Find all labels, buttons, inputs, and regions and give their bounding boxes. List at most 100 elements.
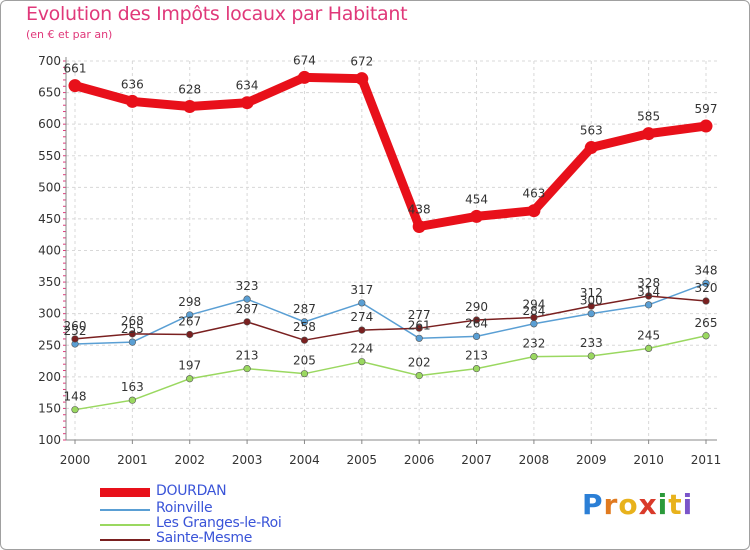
data-label: 245 — [637, 328, 660, 342]
data-label: 264 — [465, 316, 488, 330]
data-point — [186, 375, 194, 383]
y-tick-label: 500 — [38, 180, 61, 194]
data-label: 328 — [637, 276, 660, 290]
data-point — [300, 336, 309, 344]
data-point — [530, 320, 538, 328]
data-point — [358, 326, 366, 334]
data-label: 224 — [350, 342, 373, 356]
logo-letter: t — [668, 488, 683, 521]
data-label: 213 — [465, 349, 488, 363]
chart-subtitle: (en € et par an) — [26, 28, 113, 41]
data-label: 268 — [121, 314, 144, 328]
data-point — [472, 316, 481, 324]
data-label: 232 — [522, 337, 545, 351]
series-line-roinville — [74, 282, 707, 345]
data-label: 298 — [178, 295, 201, 309]
data-label: 674 — [293, 53, 316, 67]
y-tick-label: 100 — [38, 433, 61, 447]
data-point — [68, 79, 82, 93]
data-label: 202 — [408, 356, 431, 370]
data-point — [243, 295, 251, 303]
legend-swatch — [100, 524, 150, 526]
data-label: 287 — [236, 302, 259, 316]
x-tick-label: 2003 — [232, 453, 263, 467]
y-tick-label: 650 — [38, 86, 61, 100]
data-point — [183, 99, 197, 113]
data-label: 463 — [522, 187, 545, 201]
data-point — [472, 332, 481, 341]
logo-letter: P — [582, 488, 604, 521]
data-point — [699, 119, 713, 133]
y-tick-label: 200 — [38, 370, 61, 384]
logo-letter: o — [618, 488, 639, 521]
x-tick-label: 2011 — [691, 453, 722, 467]
data-label: 597 — [695, 102, 718, 116]
legend-swatch — [100, 509, 150, 511]
data-point — [412, 219, 426, 233]
logo-letter: x — [638, 488, 658, 521]
data-label: 267 — [178, 315, 201, 329]
x-tick-label: 2004 — [289, 453, 320, 467]
data-point — [702, 297, 710, 305]
legend-label: Les Granges-le-Roi — [156, 515, 282, 531]
y-tick-label: 150 — [38, 401, 61, 415]
data-label: 252 — [64, 324, 87, 338]
data-point — [358, 358, 366, 366]
x-tick-label: 2000 — [60, 453, 91, 467]
data-label: 300 — [580, 294, 603, 308]
data-point — [128, 330, 136, 338]
data-point — [527, 204, 541, 218]
data-label: 294 — [522, 297, 545, 311]
data-point — [702, 332, 710, 340]
data-label: 255 — [121, 322, 144, 336]
x-tick-label: 2009 — [576, 453, 607, 467]
data-point — [642, 127, 656, 141]
data-label: 438 — [408, 202, 431, 216]
data-point — [472, 365, 481, 373]
data-label: 197 — [178, 359, 201, 373]
legend-swatch — [100, 488, 150, 497]
legend-label: DOURDAN — [156, 483, 227, 499]
x-tick-label: 2002 — [174, 453, 205, 467]
y-tick-label: 450 — [38, 212, 61, 226]
data-point — [297, 70, 311, 84]
x-tick-label: 2007 — [461, 453, 492, 467]
data-label: 314 — [637, 285, 660, 299]
data-label: 348 — [695, 263, 718, 277]
data-label: 317 — [350, 283, 373, 297]
data-label: 563 — [580, 124, 603, 138]
data-point — [71, 335, 79, 343]
y-tick-label: 350 — [38, 275, 61, 289]
data-label: 277 — [408, 308, 431, 322]
chart-title: Evolution des Impôts locaux par Habitant — [26, 3, 408, 25]
data-label: 290 — [465, 300, 488, 314]
data-point — [645, 301, 653, 309]
data-label: 636 — [121, 77, 144, 91]
data-point — [584, 141, 598, 155]
data-point — [415, 371, 423, 380]
data-label: 163 — [121, 380, 144, 394]
data-label: 287 — [293, 302, 316, 316]
x-tick-label: 2008 — [519, 453, 550, 467]
data-label: 258 — [293, 320, 316, 334]
data-point — [243, 365, 251, 373]
data-label: 213 — [236, 349, 259, 363]
data-point — [186, 311, 194, 319]
data-point — [300, 370, 309, 378]
data-point — [125, 94, 139, 108]
proxiti-logo: Proxiti — [582, 488, 693, 521]
data-point — [702, 279, 710, 287]
data-point — [71, 406, 79, 414]
data-point — [128, 338, 136, 346]
x-tick-label: 2001 — [117, 453, 148, 467]
x-tick-label: 2006 — [404, 453, 435, 467]
series-line-sainte-mesme — [74, 295, 707, 341]
logo-letter: i — [682, 488, 694, 521]
data-label: 634 — [236, 79, 259, 93]
y-tick-label: 250 — [38, 338, 61, 352]
data-point — [587, 310, 595, 318]
series-line-dourdan — [70, 72, 711, 231]
data-label: 312 — [580, 286, 603, 300]
data-label: 265 — [695, 316, 718, 330]
logo-letter: i — [657, 488, 669, 521]
